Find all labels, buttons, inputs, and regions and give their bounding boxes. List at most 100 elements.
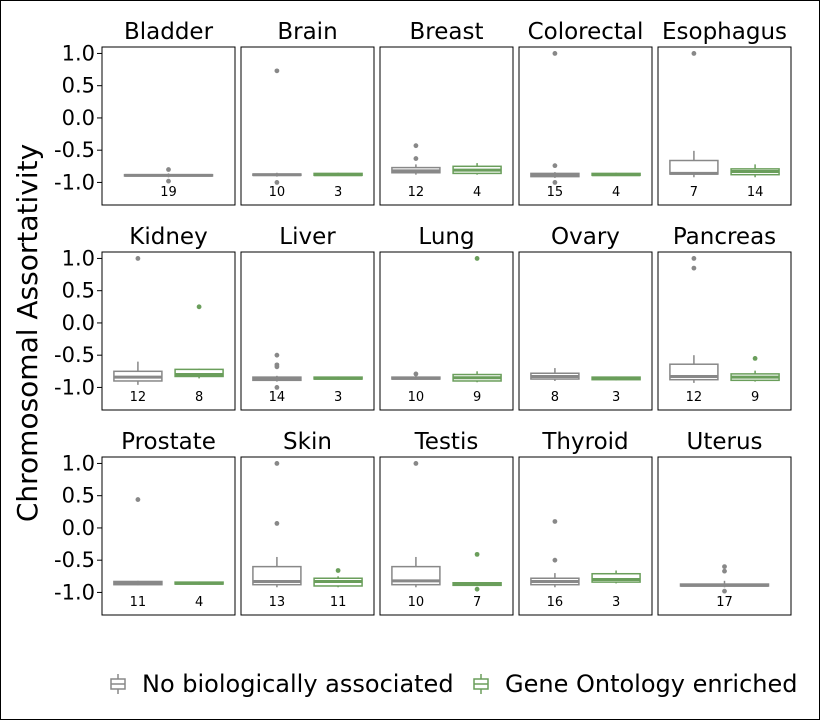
legend-label: No biologically associated: [142, 670, 454, 698]
facet-title: Brain: [277, 19, 337, 45]
y-tick-label: 1.0: [62, 246, 95, 270]
legend-item-no-biological: No biologically associated: [110, 670, 454, 698]
outlier-point: [274, 521, 280, 526]
outlier-point: [335, 568, 341, 573]
sample-count: 12: [130, 390, 147, 405]
outlier-point: [274, 364, 280, 370]
panel-border: [657, 251, 792, 411]
outlier-point: [474, 551, 480, 557]
sample-count: 16: [547, 595, 564, 610]
box-go-enriched: 4: [591, 172, 641, 200]
box-no-biological: 15: [530, 51, 580, 200]
outlier-point: [474, 256, 480, 261]
facet-title: Esophagus: [662, 19, 787, 45]
outlier-point: [722, 588, 727, 594]
panel-border: [101, 251, 236, 411]
box-go-enriched: 14: [730, 164, 780, 200]
panel-border: [240, 46, 375, 206]
facet-title: Prostate: [121, 429, 216, 455]
facet-panel-uterus: Uterus 17: [657, 429, 792, 616]
sample-count: 9: [751, 390, 759, 405]
panel-border: [518, 456, 653, 616]
facet-title: Skin: [283, 429, 332, 455]
facet-title: Pancreas: [673, 224, 776, 250]
outlier-point: [135, 497, 141, 502]
y-tick-label: -1.0: [54, 375, 95, 399]
facet-title: Breast: [410, 19, 484, 45]
outlier-point: [552, 180, 558, 185]
panel-border: [657, 456, 792, 616]
sample-count: 10: [269, 185, 286, 200]
facet-title: Kidney: [129, 224, 207, 250]
sample-count: 4: [612, 185, 620, 200]
facet-panel-breast: Breast 12 4: [379, 19, 514, 206]
box-no-biological: 12: [669, 256, 719, 405]
box-go-enriched: 3: [313, 376, 363, 405]
box-no-biological: 16: [530, 519, 580, 610]
outlier-point: [413, 143, 419, 149]
y-tick-label: -0.5: [54, 138, 95, 162]
box-go-enriched: 4: [174, 581, 224, 610]
panel-border: [240, 251, 375, 411]
box-go-enriched: 3: [591, 376, 641, 405]
panel-border: [101, 46, 236, 206]
sample-count: 19: [160, 185, 177, 200]
panel-border: [518, 46, 653, 206]
facet-panel-kidney: Kidney 1.0 0.5 0.0 -0.5 -1.0 12 8: [54, 224, 236, 411]
facet-title: Lung: [418, 224, 474, 250]
facet-title: Bladder: [124, 19, 214, 45]
sample-count: 12: [408, 185, 425, 200]
outlier-point: [274, 68, 280, 74]
facet-grid: Bladder 1.0 0.5 0.0 -0.5 -1.0 19 Brain 10 3 Breast…: [54, 19, 792, 616]
outlier-point: [474, 586, 480, 592]
facet-panel-thyroid: Thyroid 16 3: [518, 429, 653, 616]
facet-title: Uterus: [686, 429, 762, 455]
box-no-biological: 10: [391, 371, 441, 405]
y-tick-label: 0.0: [62, 311, 95, 335]
outlier-point: [552, 557, 558, 563]
sample-count: 3: [612, 595, 620, 610]
y-tick-label: -0.5: [54, 548, 95, 572]
facet-panel-ovary: Ovary 8 3: [518, 224, 653, 411]
facet-panel-colorectal: Colorectal 15 4: [518, 19, 653, 206]
facet-panel-skin: Skin 13 11: [240, 429, 375, 616]
outlier-point: [135, 256, 141, 261]
facet-title: Ovary: [551, 224, 620, 250]
y-tick-label: 0.5: [62, 74, 95, 98]
facet-panel-pancreas: Pancreas 12 9: [657, 224, 792, 411]
facet-title: Colorectal: [528, 19, 644, 45]
sample-count: 13: [269, 595, 286, 610]
outlier-point: [691, 51, 697, 56]
box-go-enriched: 8: [174, 304, 224, 405]
iqr-box: [174, 368, 224, 378]
box-go-enriched: 11: [313, 568, 363, 610]
outlier-point: [722, 564, 727, 570]
sample-count: 4: [473, 185, 481, 200]
outlier-point: [196, 304, 202, 310]
outlier-point: [274, 180, 280, 185]
box-no-biological: 17: [679, 564, 770, 610]
y-axis-label: Chromosomal Assortativity: [11, 144, 44, 522]
outlier-point: [166, 178, 171, 184]
sample-count: 8: [195, 390, 203, 405]
panel-border: [101, 456, 236, 616]
sample-count: 14: [747, 185, 764, 200]
outlier-point: [691, 265, 697, 271]
facet-title: Testis: [414, 429, 479, 455]
panel-border: [518, 251, 653, 411]
sample-count: 7: [690, 185, 698, 200]
outlier-point: [274, 461, 280, 466]
iqr-box: [591, 572, 641, 583]
panel-border: [657, 46, 792, 206]
outlier-point: [552, 519, 558, 524]
sample-count: 14: [269, 390, 286, 405]
facet-title: Liver: [279, 224, 336, 250]
panel-border: [379, 251, 514, 411]
facet-panel-esophagus: Esophagus 7 14: [657, 19, 792, 206]
box-go-enriched: 4: [452, 163, 502, 200]
outlier-point: [166, 167, 171, 172]
outlier-point: [691, 256, 697, 261]
legend-item-go-enriched: Gene Ontology enriched: [473, 670, 798, 698]
sample-count: 11: [330, 595, 347, 610]
outlier-point: [413, 371, 419, 377]
